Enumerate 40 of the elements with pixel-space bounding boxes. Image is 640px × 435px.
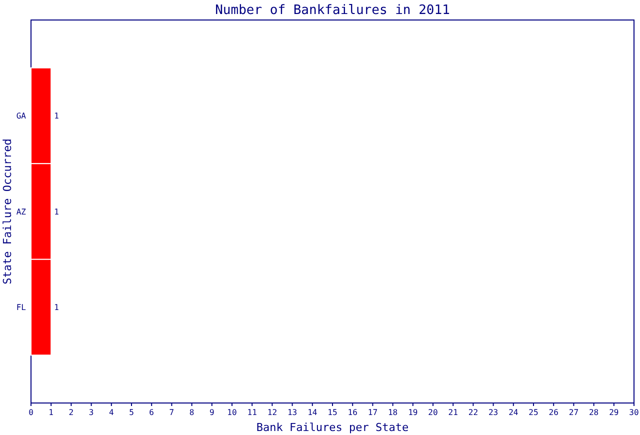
x-tick-label: 14 xyxy=(308,408,318,417)
x-tick-label: 16 xyxy=(348,408,358,417)
x-tick-label: 3 xyxy=(88,408,94,417)
x-tick-label: 2 xyxy=(68,408,74,417)
x-tick-label: 28 xyxy=(588,408,599,417)
x-tick-label: 13 xyxy=(287,408,298,417)
x-tick-label: 0 xyxy=(28,408,34,417)
x-tick-label: 11 xyxy=(247,408,258,417)
x-axis-title: Bank Failures per State xyxy=(256,421,409,434)
x-tick-label: 25 xyxy=(528,408,538,417)
x-tick-label: 9 xyxy=(209,408,214,417)
x-tick-label: 6 xyxy=(149,408,154,417)
data-label: 1 xyxy=(54,207,60,216)
chart-title: Number of Bankfailures in 2011 xyxy=(215,3,450,18)
x-tick-label: 23 xyxy=(488,408,498,417)
data-label: 1 xyxy=(54,112,60,121)
x-tick-label: 5 xyxy=(129,408,134,417)
x-tick-label: 20 xyxy=(428,408,438,417)
x-tick-label: 1 xyxy=(48,408,54,417)
x-tick-label: 7 xyxy=(169,408,174,417)
x-tick-label: 24 xyxy=(508,408,518,417)
x-tick-label: 4 xyxy=(108,408,114,417)
x-tick-label: 18 xyxy=(388,408,398,417)
x-tick-label: 10 xyxy=(227,408,237,417)
x-tick-label: 30 xyxy=(629,408,639,417)
x-tick-label: 15 xyxy=(328,408,338,417)
x-tick-label: 27 xyxy=(568,408,579,417)
data-label: 1 xyxy=(54,303,60,312)
x-tick-label: 19 xyxy=(408,408,418,417)
y-tick-label: AZ xyxy=(16,207,26,216)
y-tick-label: FL xyxy=(16,303,26,312)
x-tick-label: 12 xyxy=(267,408,278,417)
y-axis-title: State Failure Occurred xyxy=(1,138,14,284)
x-tick-label: 29 xyxy=(609,408,619,417)
y-tick-label: GA xyxy=(16,112,26,121)
x-tick-label: 8 xyxy=(189,408,194,417)
x-tick-label: 17 xyxy=(368,408,378,417)
x-tick-label: 22 xyxy=(468,408,478,417)
x-tick-label: 26 xyxy=(548,408,559,417)
x-tick-label: 21 xyxy=(448,408,458,417)
